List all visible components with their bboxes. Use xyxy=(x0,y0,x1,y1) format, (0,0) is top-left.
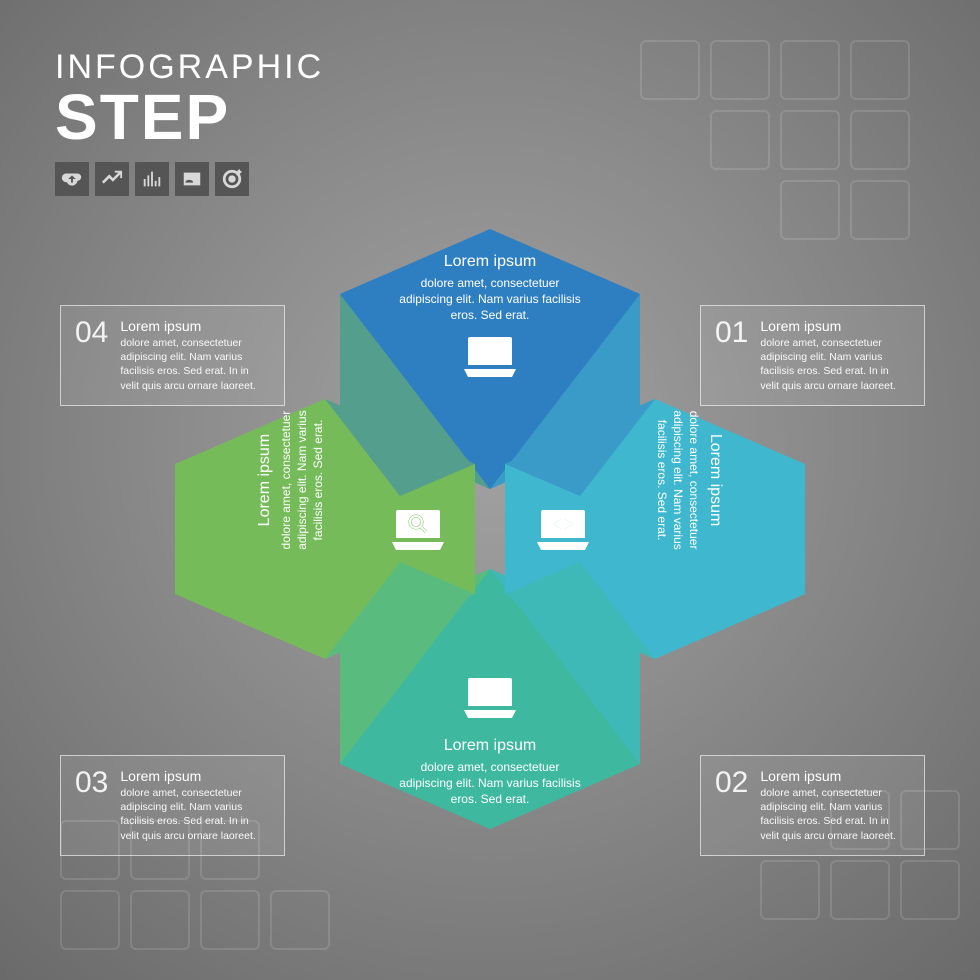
hex-cluster: Lorem ipsum dolore amet, consectetuer ad… xyxy=(210,249,770,809)
callout-04-title: Lorem ipsum xyxy=(120,318,270,334)
callout-03: 03 Lorem ipsum dolore amet, consectetuer… xyxy=(60,755,285,856)
callout-02-number: 02 xyxy=(715,768,748,843)
growth-chart-icon xyxy=(95,162,129,196)
callout-04-desc: dolore amet, consectetuer adipiscing eli… xyxy=(120,336,270,393)
infographic-stage: INFOGRAPHIC STEP Lorem ipsum dolore amet… xyxy=(0,0,980,980)
hex-left: Lorem ipsum dolore amet, consectetuer ad… xyxy=(175,399,475,659)
header-icon-row xyxy=(55,162,324,196)
hex-right-desc: dolore amet, consectetuer adipiscing eli… xyxy=(654,390,703,570)
callout-01-desc: dolore amet, consectetuer adipiscing eli… xyxy=(760,336,910,393)
hex-bottom-title: Lorem ipsum xyxy=(395,735,585,757)
hex-left-content: Lorem ipsum dolore amet, consectetuer ad… xyxy=(254,390,326,570)
hex-right-title: Lorem ipsum xyxy=(704,390,726,570)
bar-chart-icon xyxy=(135,162,169,196)
callout-02-title: Lorem ipsum xyxy=(760,768,910,784)
hex-left-title: Lorem ipsum xyxy=(254,390,276,570)
target-icon xyxy=(215,162,249,196)
hex-left-desc: dolore amet, consectetuer adipiscing eli… xyxy=(278,390,327,570)
id-card-icon xyxy=(175,162,209,196)
hex-right: Lorem ipsum dolore amet, consectetuer ad… xyxy=(505,399,805,659)
callout-02: 02 Lorem ipsum dolore amet, consectetuer… xyxy=(700,755,925,856)
callout-01-number: 01 xyxy=(715,318,748,393)
callout-03-title: Lorem ipsum xyxy=(120,768,270,784)
header-line2: STEP xyxy=(55,87,324,148)
callout-03-number: 03 xyxy=(75,768,108,843)
cloud-upload-icon xyxy=(55,162,89,196)
laptop-cursor-icon xyxy=(462,674,518,725)
hex-bottom-desc: dolore amet, consectetuer adipiscing eli… xyxy=(395,759,585,808)
callout-01-title: Lorem ipsum xyxy=(760,318,910,334)
callout-01: 01 Lorem ipsum dolore amet, consectetuer… xyxy=(700,305,925,406)
callout-03-desc: dolore amet, consectetuer adipiscing eli… xyxy=(120,786,270,843)
hex-top-desc: dolore amet, consectetuer adipiscing eli… xyxy=(395,275,585,324)
callout-02-desc: dolore amet, consectetuer adipiscing eli… xyxy=(760,786,910,843)
callout-04-number: 04 xyxy=(75,318,108,393)
hex-top-title: Lorem ipsum xyxy=(395,251,585,273)
laptop-target-icon xyxy=(462,333,518,384)
hex-right-content: Lorem ipsum dolore amet, consectetuer ad… xyxy=(654,390,726,570)
laptop-search-icon xyxy=(390,506,446,557)
header: INFOGRAPHIC STEP xyxy=(55,48,324,196)
laptop-arrows-icon xyxy=(535,506,591,557)
callout-04: 04 Lorem ipsum dolore amet, consectetuer… xyxy=(60,305,285,406)
